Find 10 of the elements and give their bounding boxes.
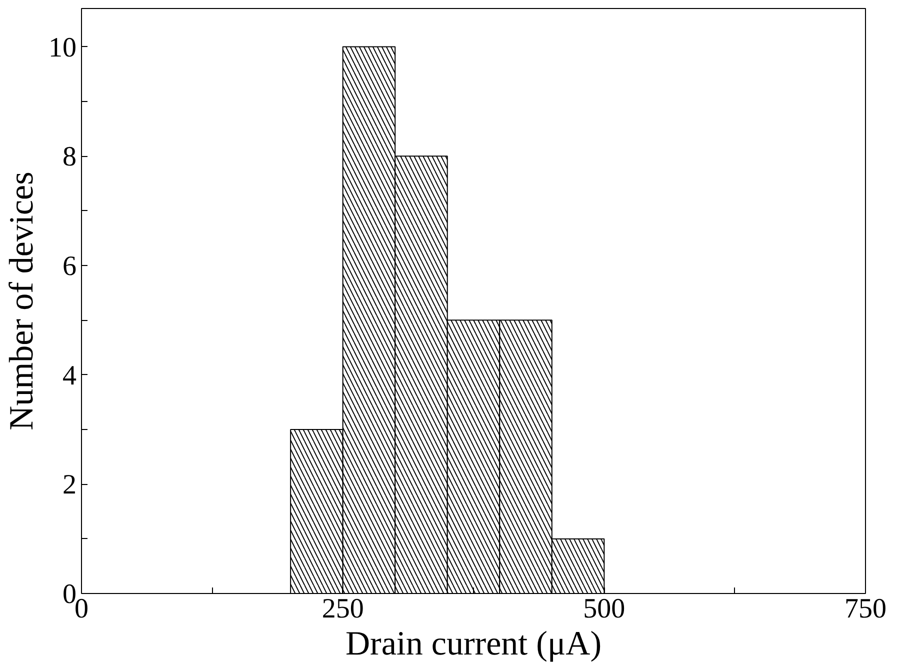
- y-tick-label: 4: [62, 360, 76, 392]
- y-tick-label: 8: [62, 142, 76, 173]
- x-tick-label: 750: [844, 594, 886, 624]
- y-axis-title: Number of devices: [4, 172, 40, 430]
- y-tick-label: 2: [62, 470, 76, 501]
- x-axis-title: Drain current (μA): [345, 626, 602, 662]
- y-tick-label: 6: [62, 250, 76, 282]
- x-tick-label: 250: [322, 594, 364, 624]
- y-tick-label: 10: [48, 32, 76, 64]
- x-tick-label: 500: [583, 594, 626, 624]
